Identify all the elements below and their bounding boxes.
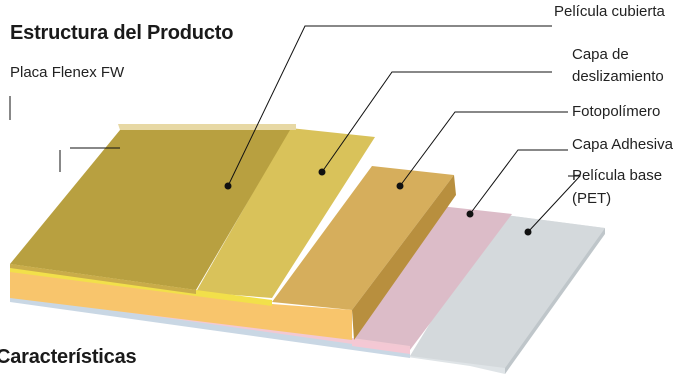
- layer-label-base-line2: (PET): [572, 190, 612, 207]
- layer-label-adhesive: Capa Adhesiva: [572, 136, 673, 153]
- leader-dots: [224, 168, 532, 236]
- layer-label-cover-film: Película cubierta: [554, 3, 665, 20]
- plate-label: Placa Flenex FW: [10, 64, 125, 81]
- leader-lines: [9, 25, 582, 233]
- layer-label-photopolymer: Fotopolímero: [572, 103, 661, 120]
- cover-film-layer: [10, 124, 296, 294]
- base-film-layer: [10, 214, 605, 374]
- layer-label-base-line1: Película base: [572, 167, 663, 184]
- section-heading-features: Características: [0, 346, 137, 368]
- layer-label-slip-line2: deslizamiento: [572, 68, 664, 85]
- diagram-title: Estructura del Producto: [10, 22, 234, 44]
- layer-label-slip-line1: Capa de: [572, 46, 629, 63]
- photopolymer-layer: [10, 166, 456, 354]
